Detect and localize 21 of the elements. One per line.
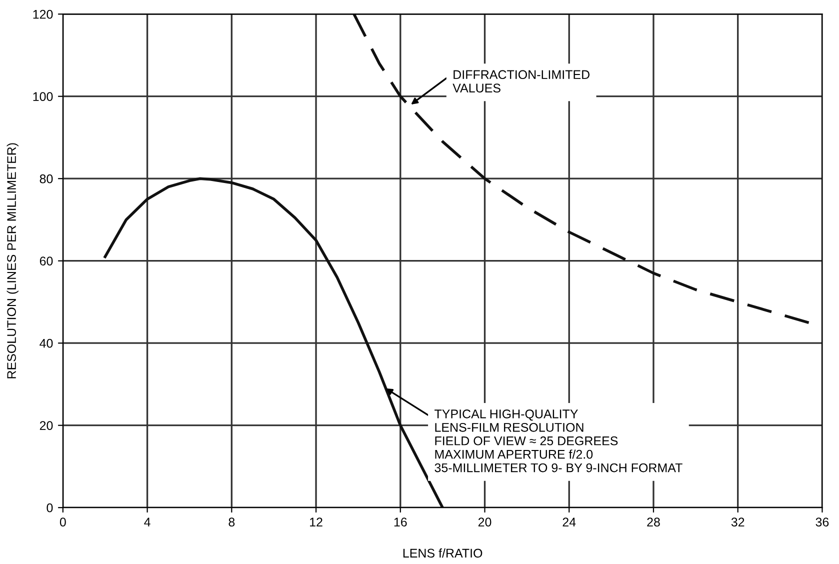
annotation: TYPICAL HIGH-QUALITY LENS-FILM RESOLUTION FIELD OF VIEW ≈ 25 DEGREES MAXIMUM APERTURE f/2.0 35-MILLIMETER TO 9- BY 9-INCH FORMAT xyxy=(434,410,682,472)
x-tick-label: 36 xyxy=(816,518,829,527)
x-tick-label: 32 xyxy=(731,518,744,527)
y-axis-title: RESOLUTION (LINES PER MILLIMETER) xyxy=(6,143,18,378)
annotation: DIFFRACTION-LIMITED VALUES xyxy=(452,70,590,92)
x-tick-label: 4 xyxy=(144,518,150,526)
x-tick-label: 28 xyxy=(647,518,660,527)
x-tick-label: 20 xyxy=(478,518,492,527)
y-tick-label: 80 xyxy=(40,174,53,184)
y-tick-label: 20 xyxy=(40,421,53,430)
x-tick-label: 16 xyxy=(394,518,407,527)
x-tick-label: 24 xyxy=(562,518,576,526)
x-axis-title: LENS f/RATIO xyxy=(403,548,482,558)
y-tick-label: 40 xyxy=(40,338,53,348)
x-tick-label: 12 xyxy=(310,518,322,526)
y-tick-label: 0 xyxy=(46,503,53,512)
x-tick-label: 8 xyxy=(228,518,235,527)
y-tick-label: 100 xyxy=(33,92,53,101)
y-tick-label: 60 xyxy=(40,256,53,266)
y-tick-label: 120 xyxy=(33,10,53,19)
x-tick-label: 0 xyxy=(60,518,66,527)
